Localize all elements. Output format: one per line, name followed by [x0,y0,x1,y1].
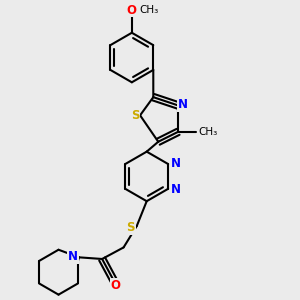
Text: O: O [111,279,121,292]
Text: S: S [131,109,140,122]
Text: N: N [68,250,78,263]
Text: S: S [127,221,135,234]
Text: N: N [170,157,180,169]
Text: N: N [178,98,188,111]
Text: CH₃: CH₃ [198,127,217,137]
Text: CH₃: CH₃ [139,5,158,15]
Text: O: O [127,4,136,17]
Text: N: N [170,183,180,196]
